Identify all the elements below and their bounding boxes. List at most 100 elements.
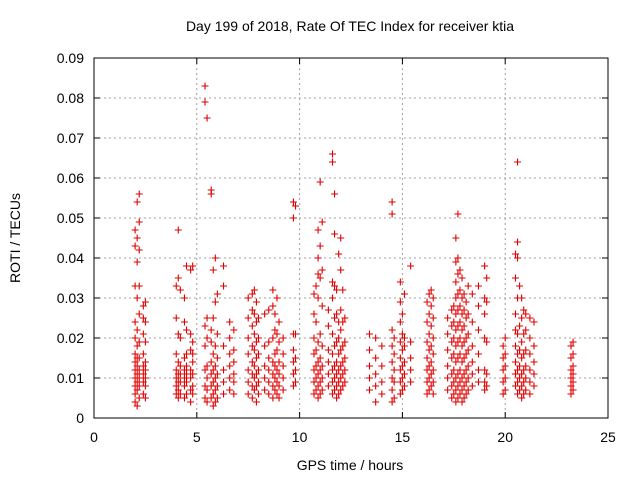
data-point [211,362,219,370]
data-point [213,290,221,298]
data-point [462,390,470,398]
data-point [220,262,228,270]
data-point [176,370,184,378]
data-point [135,190,143,198]
data-point [244,390,252,398]
data-point [252,370,260,378]
data-point [396,298,404,306]
data-point [291,354,299,362]
data-point [341,378,349,386]
data-point [333,382,341,390]
data-point [261,374,269,382]
data-point [464,362,472,370]
data-point [464,374,472,382]
data-point [328,158,336,166]
data-point [318,362,326,370]
data-point [425,374,433,382]
data-point [207,370,215,378]
data-point [252,354,260,362]
data-point [316,378,324,386]
data-point [252,298,260,306]
data-point [474,350,482,358]
data-point [187,330,195,338]
data-point [458,398,466,406]
data-point [337,306,345,314]
data-point [452,278,460,286]
data-point [333,310,341,318]
data-point [481,310,489,318]
data-point [328,390,336,398]
data-point [316,242,324,250]
data-point [275,318,283,326]
data-point [388,326,396,334]
data-point [530,358,538,366]
data-point [454,338,462,346]
data-point [337,266,345,274]
data-point [331,374,339,382]
data-point [400,382,408,390]
data-point [189,358,197,366]
data-point [250,286,258,294]
data-point [244,294,252,302]
data-point [189,390,197,398]
data-point [207,326,215,334]
data-point [314,226,322,234]
data-point [207,190,215,198]
data-point [378,342,386,350]
data-point [211,398,219,406]
data-point [454,306,462,314]
data-point [328,278,336,286]
data-point [174,358,182,366]
data-point [520,378,528,386]
data-point [310,350,318,358]
data-point [450,334,458,342]
data-point [423,338,431,346]
data-point [388,398,396,406]
data-point [141,358,149,366]
y-tick-label: 0.08 [57,90,84,106]
data-point [427,322,435,330]
data-point [250,310,258,318]
data-point [462,334,470,342]
data-point [265,378,273,386]
data-point [183,378,191,386]
data-point [172,282,180,290]
data-point [501,386,509,394]
data-point [176,378,184,386]
data-point [180,366,188,374]
data-point [131,358,139,366]
data-point [454,354,462,362]
data-point [458,274,466,282]
data-point [423,366,431,374]
data-point [314,270,322,278]
data-point [291,202,299,210]
data-point [271,386,279,394]
data-point [279,374,287,382]
data-point [372,354,380,362]
data-point [139,378,147,386]
data-point [337,386,345,394]
data-point [269,334,277,342]
data-point [254,314,262,322]
data-point [400,370,408,378]
data-point [180,318,188,326]
data-point [183,326,191,334]
data-point [273,346,281,354]
data-point [265,306,273,314]
data-point [337,234,345,242]
data-point [265,354,273,362]
data-point [244,314,252,322]
data-point [250,346,258,354]
data-point [569,370,577,378]
data-point [331,342,339,350]
data-point [254,366,262,374]
data-point [187,398,195,406]
data-point [230,326,238,334]
data-point [460,370,468,378]
data-point [331,282,339,290]
data-point [187,366,195,374]
data-point [452,374,460,382]
data-point [398,386,406,394]
data-point [452,386,460,394]
